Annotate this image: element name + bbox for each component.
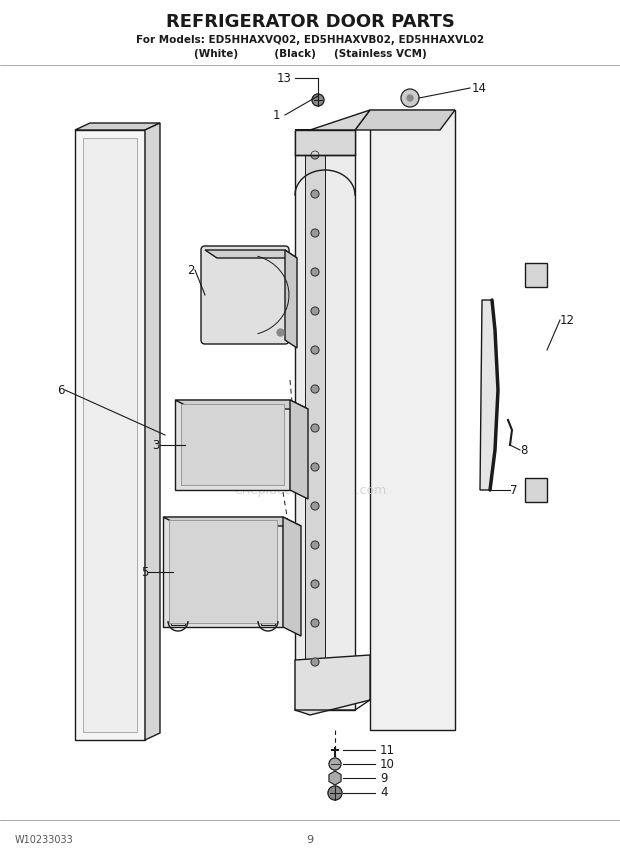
Bar bbox=[525, 478, 547, 502]
Polygon shape bbox=[169, 520, 277, 623]
Circle shape bbox=[311, 268, 319, 276]
Text: REFRIGERATOR DOOR PARTS: REFRIGERATOR DOOR PARTS bbox=[166, 13, 454, 31]
Circle shape bbox=[311, 619, 319, 627]
Circle shape bbox=[311, 307, 319, 315]
Polygon shape bbox=[163, 517, 301, 526]
Polygon shape bbox=[355, 110, 455, 130]
Polygon shape bbox=[285, 250, 297, 348]
Circle shape bbox=[407, 95, 413, 101]
Polygon shape bbox=[163, 517, 283, 627]
Text: 10: 10 bbox=[380, 758, 395, 770]
Circle shape bbox=[311, 229, 319, 237]
Text: W10233033: W10233033 bbox=[15, 835, 74, 845]
Polygon shape bbox=[295, 655, 370, 715]
Polygon shape bbox=[295, 130, 355, 710]
Text: 4: 4 bbox=[380, 787, 388, 800]
Circle shape bbox=[311, 541, 319, 549]
Polygon shape bbox=[181, 404, 284, 485]
Bar bbox=[171, 617, 185, 625]
Circle shape bbox=[401, 89, 419, 107]
Polygon shape bbox=[290, 400, 308, 499]
Polygon shape bbox=[75, 123, 160, 130]
Circle shape bbox=[312, 94, 324, 106]
Polygon shape bbox=[283, 517, 301, 636]
Circle shape bbox=[311, 190, 319, 198]
Circle shape bbox=[311, 463, 319, 471]
Text: (White)          (Black)     (Stainless VCM): (White) (Black) (Stainless VCM) bbox=[193, 49, 427, 59]
Text: 1: 1 bbox=[273, 109, 280, 122]
Text: 2: 2 bbox=[187, 264, 195, 276]
Polygon shape bbox=[370, 110, 455, 730]
Circle shape bbox=[311, 658, 319, 666]
FancyBboxPatch shape bbox=[201, 246, 289, 344]
Polygon shape bbox=[480, 300, 498, 490]
Text: 8: 8 bbox=[520, 443, 528, 456]
Text: 9: 9 bbox=[380, 771, 388, 784]
Circle shape bbox=[311, 385, 319, 393]
Polygon shape bbox=[145, 123, 160, 740]
Bar bbox=[525, 263, 547, 287]
Circle shape bbox=[311, 580, 319, 588]
Text: 5: 5 bbox=[141, 566, 148, 579]
Circle shape bbox=[329, 758, 341, 770]
Text: 3: 3 bbox=[153, 438, 160, 451]
Text: eReplacementParts.com: eReplacementParts.com bbox=[234, 484, 386, 496]
Circle shape bbox=[311, 424, 319, 432]
Text: 9: 9 bbox=[306, 835, 314, 845]
Polygon shape bbox=[75, 130, 145, 740]
Text: 12: 12 bbox=[560, 313, 575, 326]
Text: 11: 11 bbox=[380, 744, 395, 757]
Circle shape bbox=[311, 502, 319, 510]
Bar bbox=[261, 617, 275, 625]
Polygon shape bbox=[305, 140, 325, 700]
Text: For Models: ED5HHAXVQ02, ED5HHAXVB02, ED5HHAXVL02: For Models: ED5HHAXVQ02, ED5HHAXVB02, ED… bbox=[136, 35, 484, 45]
Text: 7: 7 bbox=[510, 484, 518, 496]
Polygon shape bbox=[175, 400, 308, 409]
Polygon shape bbox=[205, 250, 297, 258]
Text: 6: 6 bbox=[58, 383, 65, 396]
Circle shape bbox=[328, 786, 342, 800]
Text: 13: 13 bbox=[277, 72, 292, 85]
Polygon shape bbox=[175, 400, 290, 490]
Polygon shape bbox=[83, 138, 137, 732]
Circle shape bbox=[311, 151, 319, 159]
Text: 14: 14 bbox=[472, 81, 487, 94]
Polygon shape bbox=[295, 110, 370, 130]
Circle shape bbox=[311, 346, 319, 354]
Polygon shape bbox=[295, 130, 355, 155]
